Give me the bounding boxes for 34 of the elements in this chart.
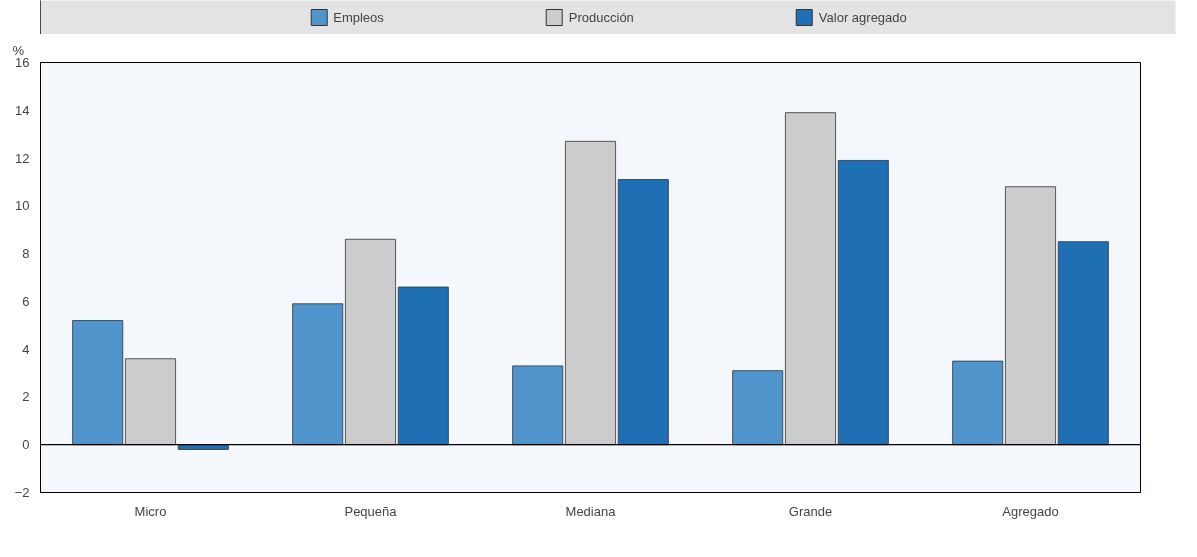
bar	[512, 365, 564, 446]
legend-label: Producción	[568, 9, 634, 25]
x-tick-label: Agregado	[1002, 503, 1059, 519]
bar	[952, 360, 1004, 446]
bar	[125, 358, 176, 446]
y-axis-title: %	[12, 42, 25, 58]
bar	[345, 238, 396, 446]
bar	[617, 179, 669, 446]
legend-label: Valor agregado	[818, 9, 907, 25]
bar	[1005, 186, 1056, 446]
bar	[292, 303, 344, 446]
y-tick-label: 16	[15, 55, 30, 70]
y-tick-label: 14	[15, 102, 30, 118]
y-tick-label: −2	[14, 485, 30, 500]
bar	[72, 320, 124, 446]
x-tick-label: Mediana	[565, 503, 617, 519]
x-tick-label: Micro	[134, 503, 167, 519]
x-tick-label: Grande	[788, 503, 833, 519]
y-tick-label: 0	[22, 437, 30, 453]
bar	[837, 160, 889, 446]
bar	[785, 112, 836, 446]
legend-label: Empleos	[333, 9, 384, 25]
bar	[732, 370, 784, 446]
y-tick-label: 12	[15, 150, 30, 166]
bar	[397, 286, 449, 446]
bar	[1057, 241, 1109, 446]
y-tick-label: 10	[15, 198, 30, 214]
bar	[177, 444, 229, 450]
y-tick-label: 2	[22, 389, 30, 405]
bar	[565, 140, 616, 446]
x-tick-label: Pequeña	[344, 503, 398, 519]
y-tick-label: 4	[22, 341, 30, 357]
y-tick-label: 6	[22, 293, 30, 309]
y-tick-label: 8	[22, 246, 30, 262]
